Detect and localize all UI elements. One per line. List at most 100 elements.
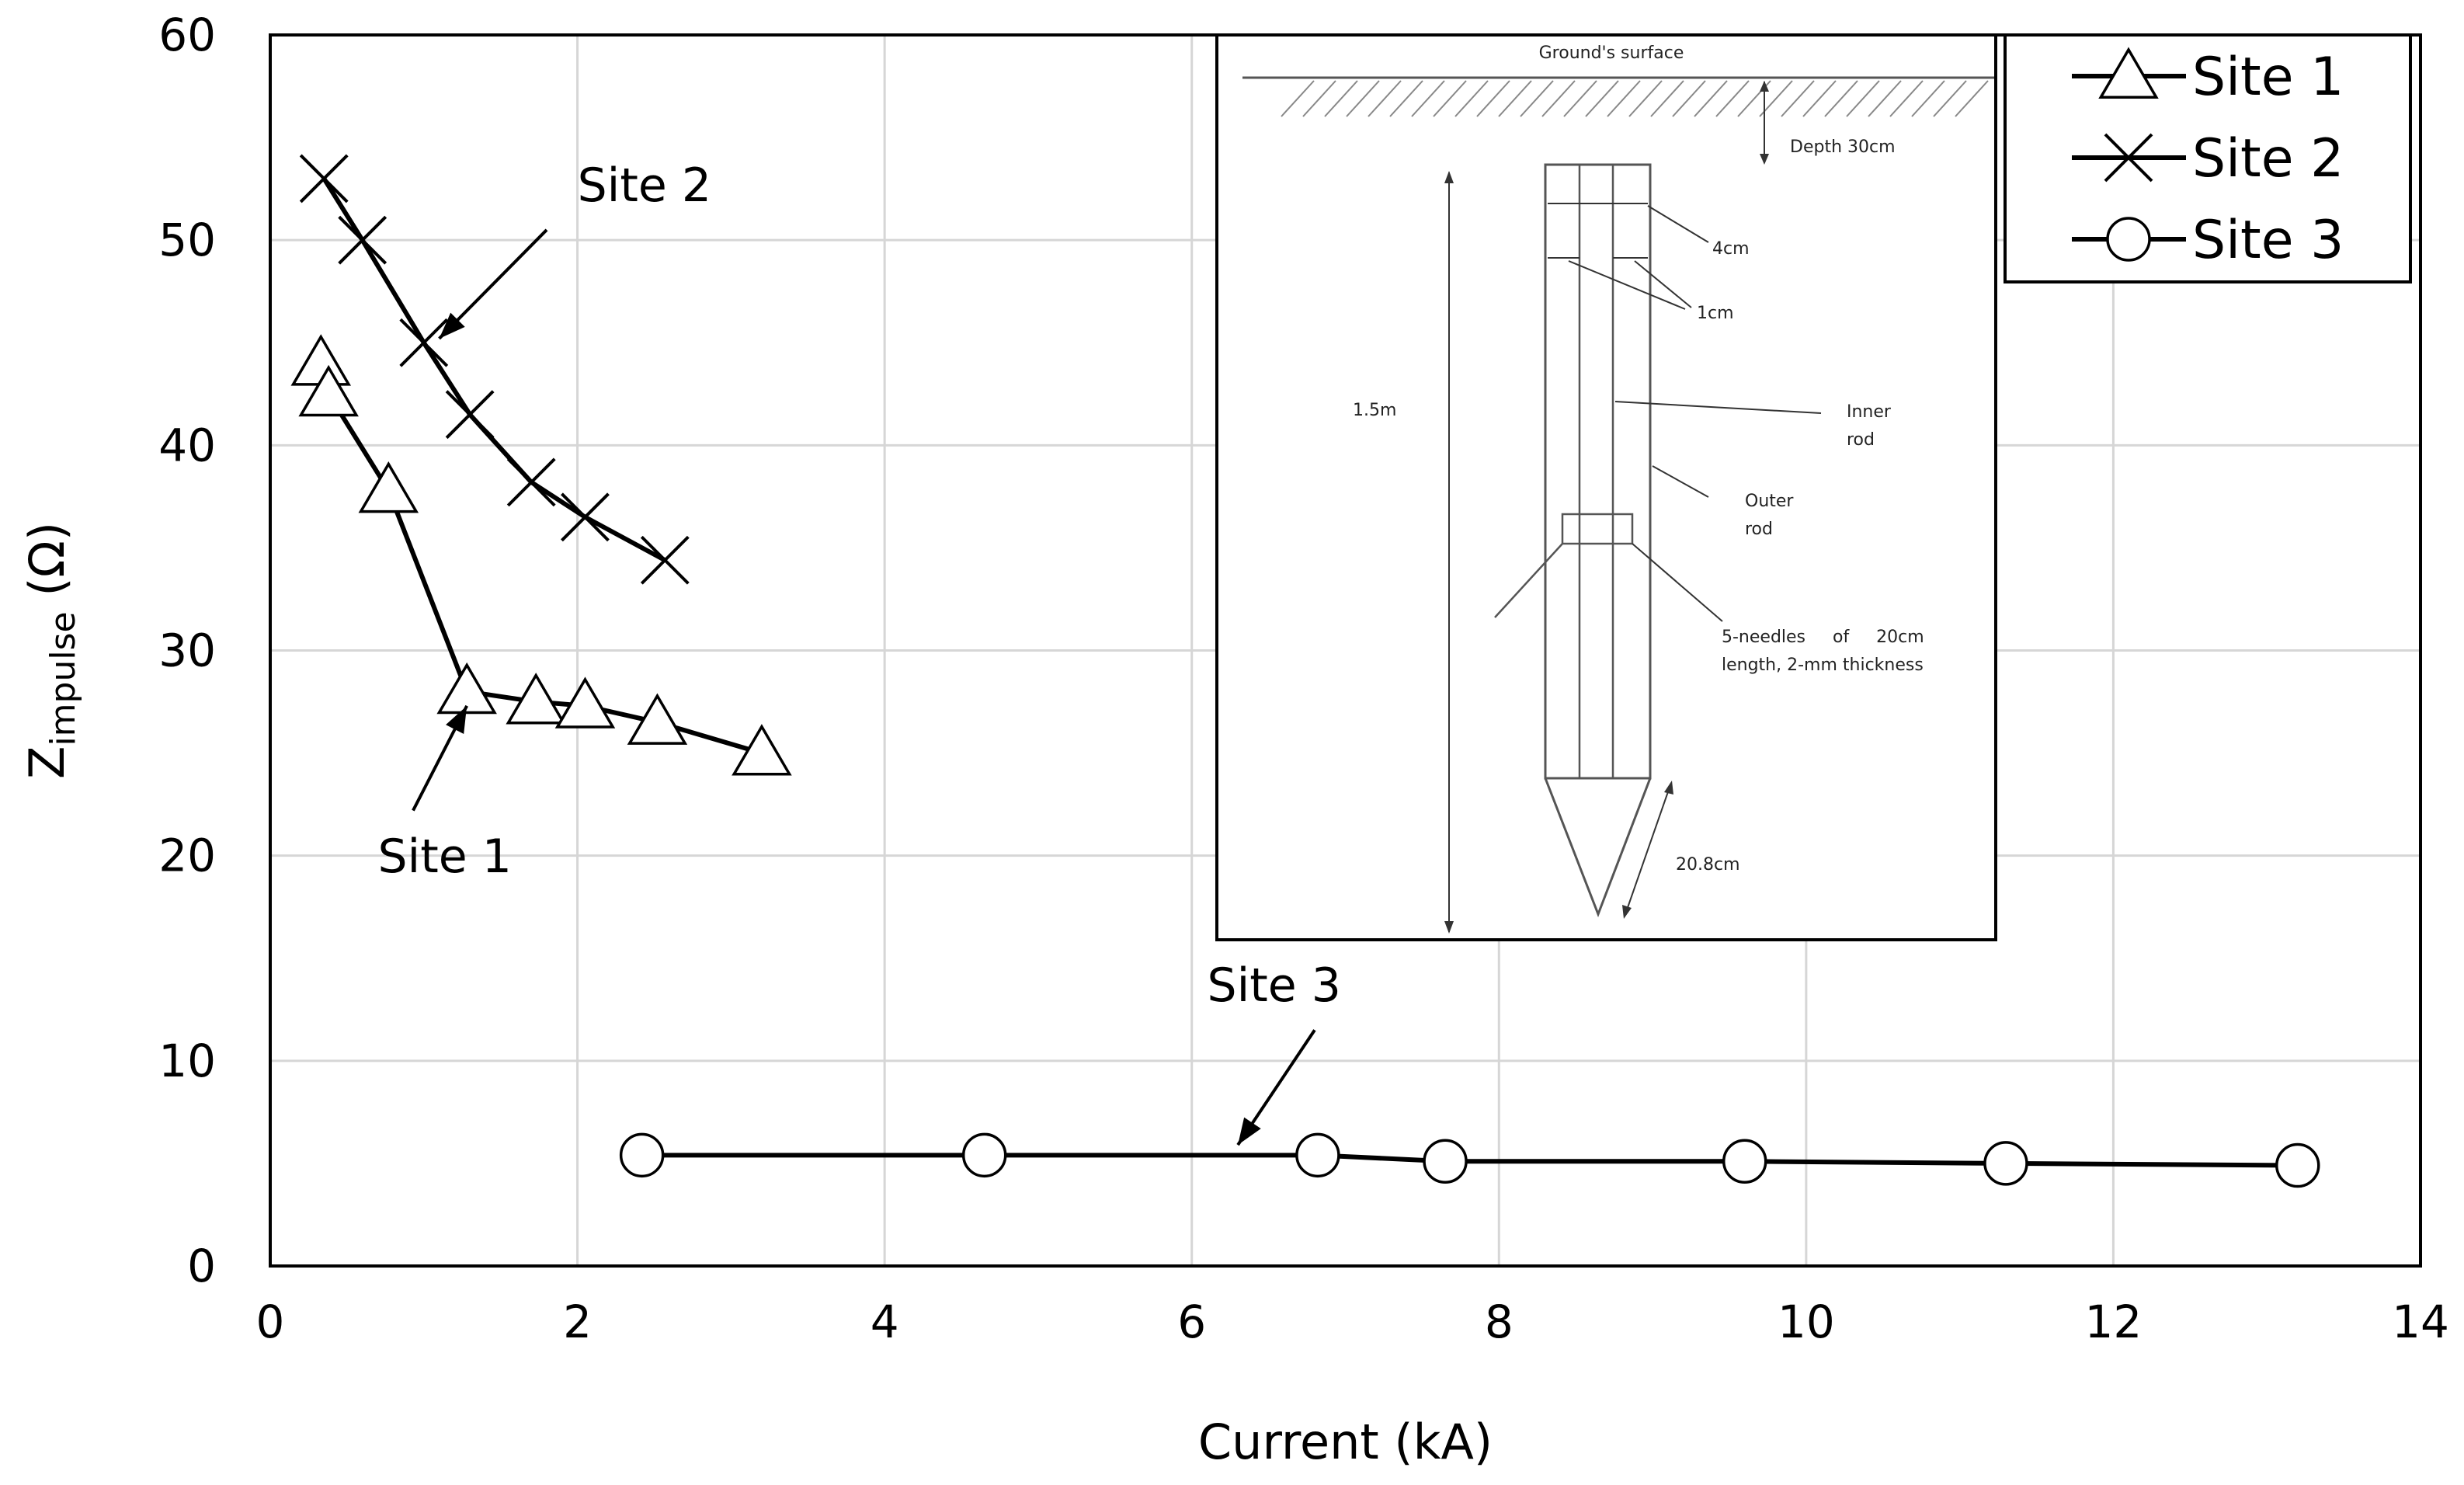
site-2-point: [338, 215, 387, 265]
outer-rod-label-line2: rod: [1745, 520, 1773, 539]
site-2-annotation-label: Site 2: [578, 158, 711, 213]
electrode-inset-diagram: Ground's surface Depth 30cm 4cm 1cm 1.5m…: [1215, 33, 1997, 941]
hatch-line: [1324, 80, 1358, 117]
legend-item-site-3: Site 3: [2072, 210, 2344, 271]
depth-arrow-bottom: [1760, 154, 1769, 165]
site-3-point: [1722, 1139, 1767, 1184]
hatch-line: [1585, 80, 1619, 117]
hatch-line: [1346, 80, 1380, 117]
site-3-point: [1423, 1139, 1468, 1184]
series-layer: [290, 154, 2320, 1188]
legend-item-site-1: Site 1: [2072, 47, 2344, 108]
site-1-point: [506, 673, 566, 725]
site-3-point: [961, 1132, 1007, 1178]
y-tick-label: 50: [158, 214, 216, 266]
hatch-line: [1802, 80, 1837, 117]
legend-item-site-2: Site 2: [2072, 128, 2344, 190]
site-2-point: [299, 154, 349, 203]
legend-items: Site 1 Site 2 Site 3: [2072, 47, 2344, 271]
site-1-point: [358, 461, 419, 513]
x-marker-stroke: [506, 457, 556, 507]
site-2-point: [640, 535, 690, 585]
x-tick-label: 6: [1177, 1295, 1206, 1348]
length-arrow-top: [1444, 171, 1454, 183]
outer-rod: [1544, 163, 1652, 780]
hatch-line: [1911, 80, 1945, 117]
needles-label-line2: length, 2-mm thickness: [1722, 656, 1924, 675]
series-site-1: [290, 334, 792, 776]
hatch-line: [1281, 80, 1315, 117]
site-1-point: [627, 693, 688, 745]
x-tick-label: 12: [2085, 1295, 2143, 1348]
hatch-line: [1868, 80, 1902, 117]
site-1-annotation-arrowhead: [446, 705, 467, 735]
site-2-point: [506, 457, 556, 507]
y-axis-tick-labels: 0 10 20 30 40 50 60: [158, 9, 216, 1292]
hatch-line: [1889, 80, 1924, 117]
site-1-point: [436, 662, 497, 715]
hatch-line: [1433, 80, 1467, 117]
site-1-annotation-label: Site 1: [377, 829, 511, 884]
site-3-annotation-arrowhead: [1238, 1117, 1261, 1146]
tip-arrow-bottom: [1622, 905, 1632, 919]
rod-width-leader: [1647, 205, 1709, 243]
x-tick-label: 2: [563, 1295, 592, 1348]
x-marker-stroke: [561, 492, 610, 542]
wall-label: 1cm: [1697, 304, 1734, 323]
legend: Site 1 Site 2 Site 3: [2004, 33, 2412, 283]
hatch-line: [1846, 80, 1880, 117]
legend-marker: [2104, 133, 2153, 183]
hatch-line: [1607, 80, 1641, 117]
site-2-annotation-arrowhead: [439, 312, 465, 339]
y-axis-title-unit: (Ω): [19, 522, 75, 611]
hatch-line: [1781, 80, 1815, 117]
tip-arrow-top: [1664, 781, 1673, 795]
inset-frame: [1215, 33, 1997, 941]
y-tick-label: 10: [158, 1035, 216, 1087]
hatch-line: [1302, 80, 1336, 117]
site-3-point: [619, 1132, 665, 1178]
site-2-point: [561, 492, 610, 542]
legend-label: Site 1: [2192, 47, 2344, 108]
needle-left: [1494, 543, 1563, 618]
needles-label-line1: 5-needles of 20cm: [1722, 628, 1924, 647]
series-site-2: [299, 154, 690, 585]
site-3-point: [1983, 1141, 2028, 1186]
inner-rod-label-line2: rod: [1847, 430, 1875, 450]
rod-width-label: 4cm: [1712, 239, 1750, 259]
length-arrow-bottom: [1444, 921, 1454, 934]
hatch-line: [1933, 80, 1967, 117]
hatch-line: [1520, 80, 1554, 117]
y-axis-title-subscript: impulse: [43, 611, 83, 746]
site-1-point: [554, 676, 616, 729]
site-2-point: [445, 390, 495, 440]
depth-label: Depth 30cm: [1790, 137, 1896, 157]
x-tick-label: 8: [1485, 1295, 1514, 1348]
tip-dimension-line: [1624, 782, 1672, 917]
y-tick-label: 40: [158, 419, 216, 471]
x-marker-stroke: [299, 154, 349, 203]
inner-rod-leader: [1614, 401, 1822, 414]
length-label: 1.5m: [1353, 401, 1396, 420]
y-axis-title: Zimpulse (Ω): [19, 522, 83, 779]
outer-rod-leader: [1652, 465, 1709, 498]
hatch-line: [1628, 80, 1663, 117]
y-tick-label: 20: [158, 829, 216, 882]
y-tick-label: 0: [187, 1240, 216, 1292]
hatch-line: [1672, 80, 1706, 117]
outer-rod-label-line1: Outer: [1745, 492, 1794, 511]
legend-marker: [2098, 47, 2159, 99]
depth-arrow-top: [1760, 81, 1769, 92]
site-1-point: [732, 724, 792, 776]
hatch-line: [1498, 80, 1532, 117]
hatch-line: [1955, 80, 1989, 117]
site-3-point: [1295, 1132, 1340, 1178]
x-marker-stroke: [445, 390, 495, 440]
ground-hatching: [1281, 80, 1989, 117]
hatch-line: [1563, 80, 1597, 117]
hatch-line: [1650, 80, 1684, 117]
wall-leader-2: [1634, 260, 1692, 308]
needle-collar: [1561, 513, 1634, 545]
x-marker-stroke: [399, 318, 449, 367]
